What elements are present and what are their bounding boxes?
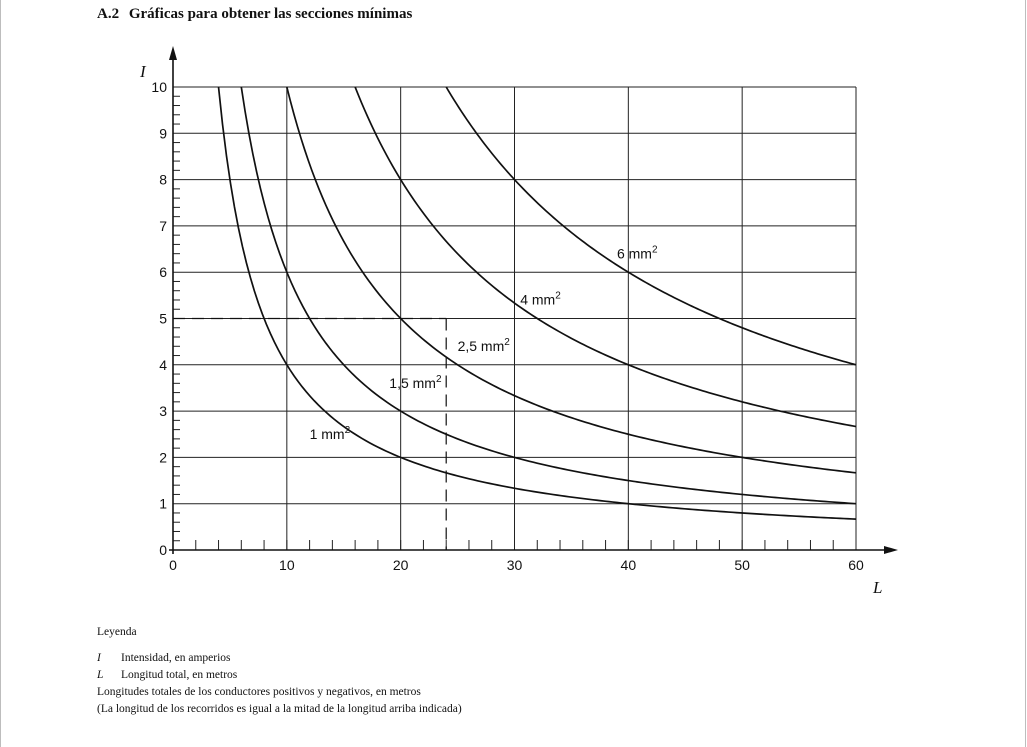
section-heading: A.2 Gráficas para obtener las secciones …	[97, 6, 412, 23]
section-title: Gráficas para obtener las secciones míni…	[128, 6, 413, 22]
x-tick-label: 10	[279, 557, 295, 573]
y-tick-label: 4	[159, 357, 167, 373]
y-tick-label: 2	[159, 449, 167, 465]
current-vs-length-chart: 0 1 2 3 4 5 6 7 8 9 10 0 10 20 30 40 50 60 1 mm2 1,5 mm2 2,…	[139, 46, 898, 597]
legend-note: (La longitud de los recorridos es igual …	[97, 703, 462, 715]
curve-label: 1 mm2	[310, 425, 351, 442]
curve-1-5-mm	[240, 86, 857, 505]
curve-4-mm	[354, 86, 857, 428]
y-tick-label: 9	[159, 125, 167, 141]
legend-text: Intensidad, en amperios	[121, 652, 231, 664]
x-tick-label: 60	[848, 557, 864, 573]
section-number: A.2	[97, 6, 120, 22]
y-tick-label: 10	[151, 79, 167, 95]
legend: Leyenda I Intensidad, en amperios L Longit…	[97, 624, 462, 718]
y-axis-label: I	[139, 62, 147, 81]
legend-item-length: L Longitud total, en metros	[97, 667, 462, 684]
y-tick-label: 6	[159, 264, 167, 280]
legend-symbol: L	[97, 669, 104, 681]
curve-6-mm	[445, 86, 857, 366]
legend-symbol: I	[97, 652, 101, 664]
y-tick-label: 8	[159, 172, 167, 188]
curve-2-5-mm	[286, 86, 857, 474]
x-axis-arrow	[884, 546, 898, 554]
legend-note: Longitudes totales de los conductores po…	[97, 686, 421, 698]
curve-1-mm	[217, 86, 857, 520]
chart-tick-labels: 0 1 2 3 4 5 6 7 8 9 10 0 10 20 30 40 50 60	[151, 79, 864, 573]
chart-axes	[169, 46, 898, 554]
curve-label: 6 mm2	[617, 244, 658, 261]
legend-text: Longitud total, en metros	[121, 669, 238, 681]
y-tick-label: 1	[159, 496, 167, 512]
y-tick-label: 3	[159, 403, 167, 419]
y-axis-arrow	[169, 46, 177, 60]
chart-curves	[217, 86, 857, 520]
x-tick-label: 50	[734, 557, 750, 573]
x-tick-label: 20	[393, 557, 409, 573]
y-tick-label: 0	[159, 542, 167, 558]
x-tick-label: 0	[169, 557, 177, 573]
legend-item-intensity: I Intensidad, en amperios	[97, 650, 462, 667]
chart-curve-labels: 1 mm2 1,5 mm2 2,5 mm2 4 mm2 6 mm2	[310, 244, 658, 442]
x-tick-label: 40	[621, 557, 637, 573]
page-border-right	[1025, 0, 1026, 747]
curve-label: 1,5 mm2	[389, 374, 442, 391]
y-tick-label: 7	[159, 218, 167, 234]
legend-title: Leyenda	[97, 626, 137, 638]
x-axis-label: L	[872, 578, 882, 597]
page-border-left	[0, 0, 1, 747]
y-tick-label: 5	[159, 311, 167, 327]
x-tick-label: 30	[507, 557, 523, 573]
curve-label: 2,5 mm2	[458, 337, 511, 354]
curve-label: 4 mm2	[520, 291, 561, 308]
